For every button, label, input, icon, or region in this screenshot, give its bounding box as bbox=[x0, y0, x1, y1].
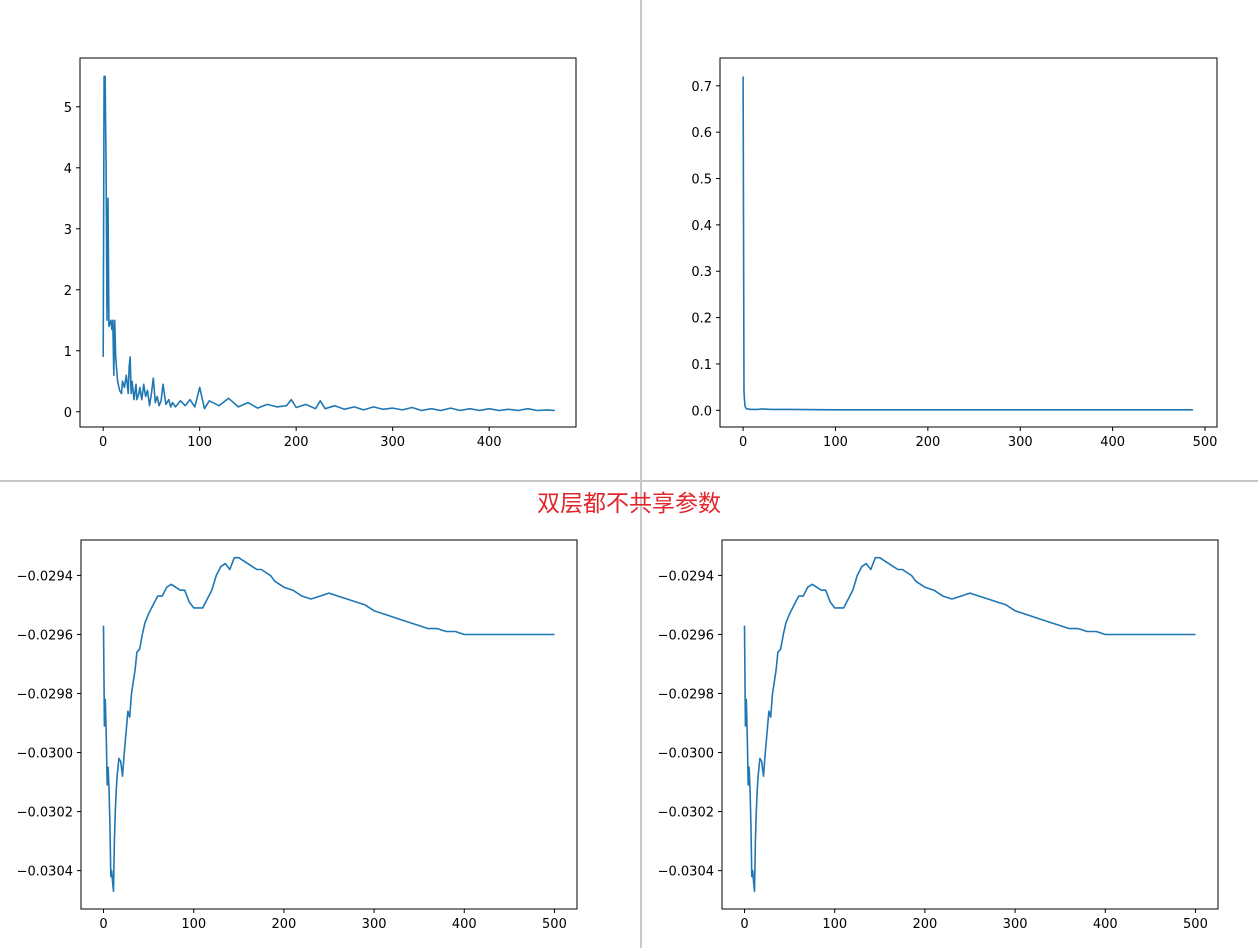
series-line bbox=[742, 76, 1193, 411]
y-tick-label: −0.0294 bbox=[658, 569, 714, 584]
x-tick-label: 0 bbox=[99, 435, 107, 450]
y-tick-label: −0.0300 bbox=[17, 747, 73, 762]
x-tick-label: 0 bbox=[740, 917, 748, 932]
y-tick-label: 0.1 bbox=[691, 358, 712, 373]
y-tick-label: 2 bbox=[64, 284, 72, 299]
x-tick-label: 500 bbox=[542, 917, 567, 932]
y-tick-label: −0.0300 bbox=[658, 747, 714, 762]
y-tick-label: 3 bbox=[64, 223, 72, 238]
y-tick-label: 0.2 bbox=[691, 312, 712, 327]
plot-frame bbox=[80, 539, 578, 910]
y-tick-label: 4 bbox=[64, 162, 72, 177]
y-tick-label: −0.0296 bbox=[17, 628, 73, 643]
x-tick-label: 400 bbox=[1093, 917, 1118, 932]
x-tick-label: 100 bbox=[187, 435, 212, 450]
chart-top-right: 0 100 200 300 400 500 0.0 0.1 0.2 0.3 0.4 0.5 0.6 0.7 bbox=[691, 57, 1218, 450]
chart-panel-top-left: 0 100 200 300 400 0 1 2 3 4 5 bbox=[0, 0, 640, 480]
x-tick-label: 0 bbox=[99, 917, 107, 932]
x-tick-label: 100 bbox=[823, 435, 848, 450]
x-tick-label: 200 bbox=[915, 435, 940, 450]
y-tick-label: 0.3 bbox=[691, 265, 712, 280]
y-tick-label: 0 bbox=[64, 406, 72, 421]
y-tick-label: −0.0302 bbox=[17, 806, 73, 821]
x-tick-label: 300 bbox=[1003, 917, 1028, 932]
horizontal-divider bbox=[0, 480, 1258, 482]
x-tick-label: 200 bbox=[284, 435, 309, 450]
y-tick-label: −0.0296 bbox=[658, 628, 714, 643]
y-tick-label: 0.4 bbox=[691, 219, 712, 234]
y-tick-label: −0.0304 bbox=[17, 865, 73, 880]
y-tick-label: −0.0302 bbox=[658, 806, 714, 821]
x-tick-label: 400 bbox=[1100, 435, 1125, 450]
figure-caption: 双层都不共享参数 bbox=[537, 491, 721, 517]
y-tick-label: 1 bbox=[64, 345, 72, 360]
y-tick-label: 5 bbox=[64, 101, 72, 116]
x-tick-label: 0 bbox=[739, 435, 747, 450]
y-tick-label: −0.0298 bbox=[17, 688, 73, 703]
plot-frame bbox=[721, 539, 1219, 910]
y-tick-label: −0.0304 bbox=[658, 865, 714, 880]
x-tick-label: 300 bbox=[362, 917, 387, 932]
x-tick-label: 500 bbox=[1193, 435, 1218, 450]
chart-bottom-right: 0 100 200 300 400 500 −0.0304 −0.0302 −0.0300 −0.… bbox=[658, 539, 1219, 932]
x-tick-label: 200 bbox=[271, 917, 296, 932]
chart-bottom-left: 0 100 200 300 400 500 −0.0304 −0.0302 −0.0300 −0.… bbox=[17, 539, 578, 932]
y-tick-label: 0.5 bbox=[691, 173, 712, 188]
plot-frame bbox=[719, 57, 1218, 428]
x-tick-label: 400 bbox=[452, 917, 477, 932]
chart-panel-top-right: 0 100 200 300 400 500 0.0 0.1 0.2 0.3 0.4 0.5 0.6 0.7 bbox=[642, 0, 1258, 480]
series-line bbox=[102, 556, 555, 893]
chart-panel-bottom-left: 0 100 200 300 400 500 −0.0304 −0.0302 −0.0300 −0.… bbox=[0, 482, 640, 948]
y-tick-label: 0.6 bbox=[691, 126, 712, 141]
series-line bbox=[743, 556, 1196, 893]
series-line bbox=[102, 75, 555, 412]
vertical-divider bbox=[640, 0, 642, 948]
y-tick-label: 0.7 bbox=[691, 80, 712, 95]
x-tick-label: 100 bbox=[822, 917, 847, 932]
x-tick-label: 300 bbox=[1008, 435, 1033, 450]
chart-panel-bottom-right: 0 100 200 300 400 500 −0.0304 −0.0302 −0.0300 −0.… bbox=[642, 482, 1258, 948]
y-tick-label: 0.0 bbox=[691, 404, 712, 419]
plot-frame bbox=[79, 57, 577, 428]
x-tick-label: 100 bbox=[181, 917, 206, 932]
x-tick-label: 500 bbox=[1183, 917, 1208, 932]
chart-top-left: 0 100 200 300 400 0 1 2 3 4 5 bbox=[64, 57, 577, 450]
x-tick-label: 300 bbox=[380, 435, 405, 450]
x-tick-label: 200 bbox=[912, 917, 937, 932]
y-tick-label: −0.0298 bbox=[658, 688, 714, 703]
x-tick-label: 400 bbox=[477, 435, 502, 450]
y-tick-label: −0.0294 bbox=[17, 569, 73, 584]
